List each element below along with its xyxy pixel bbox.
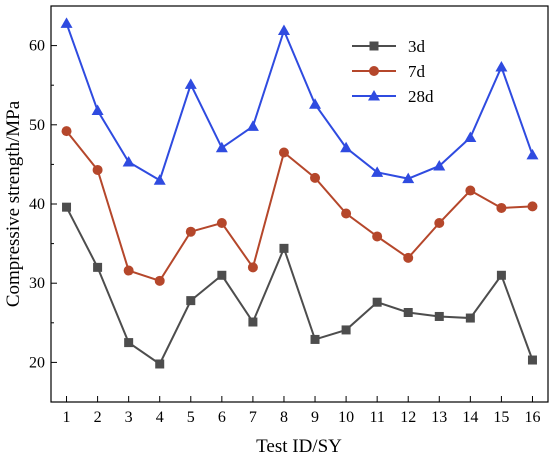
x-tick-label: 5 [187,409,195,426]
data-point-3d [341,325,351,335]
series-markers [60,17,539,369]
data-point-3d [434,311,444,321]
x-tick-label: 2 [94,409,102,426]
data-point-7d [341,208,352,219]
data-point-28d [309,98,322,109]
data-point-28d [184,78,197,89]
data-point-3d [248,317,258,327]
x-tick-label: 10 [338,409,354,426]
x-tick-label: 16 [524,409,540,426]
data-point-28d [122,156,135,167]
data-point-28d [277,24,290,36]
x-tick-label: 7 [249,409,257,426]
legend-label-3d: 3d [408,37,426,56]
data-point-3d [527,355,537,365]
data-point-7d [310,172,321,183]
data-point-3d [372,297,382,307]
x-tick-label: 14 [462,409,478,426]
data-point-3d [217,270,227,280]
data-point-28d [340,141,353,153]
data-point-3d [403,308,413,318]
data-point-7d [247,262,258,273]
data-point-7d [92,164,103,175]
series-line-28d [65,23,534,182]
data-point-3d [124,338,134,348]
data-point-7d [496,202,507,213]
data-point-7d [372,231,383,242]
x-axis-title: Test ID/SY [256,436,342,457]
data-point-7d [403,252,414,263]
data-point-3d [496,270,506,280]
legend-marker-3d [369,41,379,51]
x-tick-label: 11 [369,409,384,426]
x-tick-label: 15 [493,409,509,426]
data-point-7d [61,126,72,137]
x-tick-label: 3 [125,409,133,426]
y-tick-label: 30 [29,275,45,292]
data-point-28d [91,104,104,116]
data-point-7d [465,185,476,196]
data-point-3d [310,334,320,344]
data-point-7d [434,218,445,229]
x-tick-label: 8 [280,409,288,426]
x-tick-label: 9 [311,409,319,426]
series-lines [65,23,534,366]
y-tick-label: 60 [29,38,45,55]
data-point-28d [246,120,259,131]
data-point-28d [153,174,166,185]
x-tick-label: 1 [63,409,71,426]
series-line-7d [65,130,533,283]
data-point-3d [465,313,475,323]
legend-marker-7d [369,66,379,76]
data-point-7d [278,147,289,158]
data-point-7d [527,201,538,212]
data-point-28d [464,131,477,142]
y-tick-label: 40 [29,196,45,213]
series-line-3d [65,206,534,366]
y-tick-label: 50 [29,117,45,134]
legend: 3d 7d 28d [352,37,434,106]
data-point-7d [216,218,227,229]
data-point-3d [155,359,165,369]
data-point-28d [215,141,228,153]
data-point-3d [93,262,103,272]
data-point-7d [154,275,165,286]
data-point-28d [60,17,73,28]
x-tick-label: 6 [218,409,226,426]
legend-label-28d: 28d [408,87,434,106]
data-point-7d [123,265,134,276]
legend-label-7d: 7d [408,62,426,81]
x-tick-label: 13 [431,409,447,426]
data-point-28d [495,60,508,72]
data-point-3d [186,296,196,306]
x-tick-label: 12 [400,409,416,426]
data-point-3d [279,243,289,253]
data-point-28d [371,166,384,177]
data-point-28d [526,148,539,160]
data-point-28d [402,172,415,184]
y-axis-title: Compressive strength/MPa [3,100,24,307]
data-point-3d [62,202,72,212]
legend-marker-28d [368,90,380,101]
data-point-28d [433,159,446,171]
x-tick-label: 4 [156,409,164,426]
y-tick-label: 20 [29,354,45,371]
data-point-7d [185,226,196,237]
